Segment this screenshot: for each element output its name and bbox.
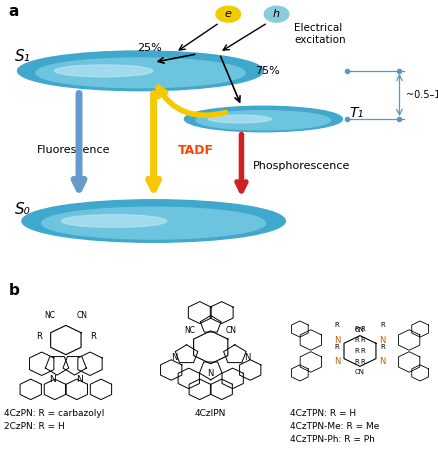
Text: S₁: S₁ bbox=[15, 49, 31, 64]
Text: N: N bbox=[49, 375, 56, 384]
Ellipse shape bbox=[208, 115, 271, 123]
Text: N: N bbox=[243, 353, 250, 362]
Text: R: R bbox=[360, 337, 364, 343]
Ellipse shape bbox=[61, 215, 166, 228]
Text: R: R bbox=[354, 348, 358, 354]
Text: R: R bbox=[380, 344, 384, 350]
Text: N: N bbox=[171, 353, 177, 362]
Text: N: N bbox=[333, 357, 339, 367]
Text: T₁: T₁ bbox=[348, 106, 362, 120]
Text: R: R bbox=[360, 326, 364, 332]
Ellipse shape bbox=[184, 106, 342, 132]
Circle shape bbox=[264, 6, 288, 22]
Text: R: R bbox=[334, 344, 339, 350]
Text: R: R bbox=[90, 332, 95, 341]
Text: R: R bbox=[360, 359, 364, 365]
Text: R: R bbox=[354, 326, 358, 332]
Text: Phosphorescence: Phosphorescence bbox=[252, 161, 349, 171]
Text: Fluorescence: Fluorescence bbox=[37, 145, 110, 155]
Text: 4CzTPN: R = H: 4CzTPN: R = H bbox=[289, 409, 355, 419]
Text: R: R bbox=[354, 337, 358, 343]
Ellipse shape bbox=[36, 58, 244, 88]
Text: NC: NC bbox=[44, 311, 55, 320]
Text: 4CzPN: R = carbazolyl: 4CzPN: R = carbazolyl bbox=[4, 409, 105, 419]
Text: Electrical
excitation: Electrical excitation bbox=[293, 23, 345, 45]
Ellipse shape bbox=[196, 111, 330, 130]
Text: N: N bbox=[333, 335, 339, 345]
FancyArrowPatch shape bbox=[158, 87, 225, 115]
Text: R: R bbox=[354, 359, 358, 365]
Text: R: R bbox=[360, 348, 364, 354]
Text: N: N bbox=[379, 357, 385, 367]
Text: S₀: S₀ bbox=[15, 202, 31, 217]
Text: TADF: TADF bbox=[177, 143, 213, 157]
Text: ~0.5–1.0 eV: ~0.5–1.0 eV bbox=[405, 90, 438, 100]
Text: a: a bbox=[9, 4, 19, 19]
Text: R: R bbox=[380, 322, 384, 328]
Text: 25%: 25% bbox=[137, 43, 161, 53]
Text: CN: CN bbox=[354, 369, 364, 375]
Text: b: b bbox=[9, 283, 20, 298]
Text: CN: CN bbox=[354, 327, 364, 333]
Text: N: N bbox=[207, 368, 213, 377]
Text: CN: CN bbox=[77, 311, 88, 320]
Circle shape bbox=[215, 6, 240, 22]
Text: R: R bbox=[36, 332, 42, 341]
Ellipse shape bbox=[54, 65, 152, 77]
Text: NC: NC bbox=[184, 325, 195, 335]
Text: h: h bbox=[272, 9, 279, 19]
Ellipse shape bbox=[22, 200, 285, 242]
Text: 2CzPN: R = H: 2CzPN: R = H bbox=[4, 422, 65, 431]
Text: R: R bbox=[334, 322, 339, 328]
Text: CN: CN bbox=[226, 325, 237, 335]
Ellipse shape bbox=[18, 51, 263, 90]
Text: e: e bbox=[224, 9, 231, 19]
Text: 4CzTPN-Me: R = Me: 4CzTPN-Me: R = Me bbox=[289, 422, 378, 431]
Text: 4CzTPN-Ph: R = Ph: 4CzTPN-Ph: R = Ph bbox=[289, 435, 374, 444]
Text: 4CzIPN: 4CzIPN bbox=[194, 409, 226, 419]
Text: N: N bbox=[379, 335, 385, 345]
Text: 75%: 75% bbox=[254, 66, 279, 76]
Text: N: N bbox=[75, 375, 82, 384]
Ellipse shape bbox=[42, 207, 265, 239]
